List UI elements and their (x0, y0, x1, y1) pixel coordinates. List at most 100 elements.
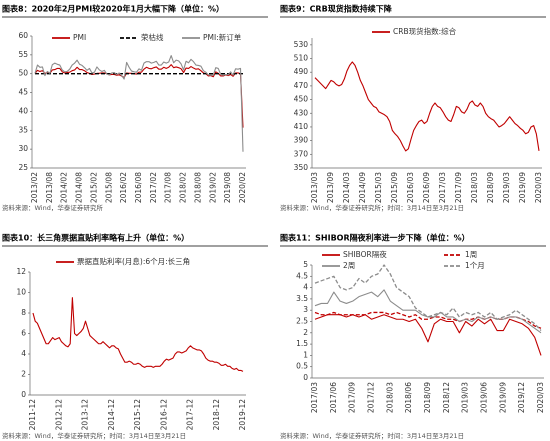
x-tick-label: 2018/02 (179, 172, 188, 203)
y-tick-label: 25 (18, 163, 28, 172)
y-tick-label: 4 (303, 283, 308, 292)
legend-label: 荣枯线 (141, 32, 164, 42)
x-tick-label: 2019/09 (498, 382, 507, 413)
legend-label: 1周 (465, 250, 477, 259)
y-tick-label: 8 (21, 308, 26, 317)
legend-label: 票据直贴利率(月息):6个月:长三角 (77, 256, 190, 266)
x-tick-label: 2019/02 (208, 172, 217, 203)
y-tick-label: 2.5 (296, 317, 308, 326)
x-tick-label: 2015/08 (104, 172, 113, 203)
x-tick-label: 2017/12 (367, 382, 376, 413)
x-tick-label: 2018/09 (486, 172, 495, 203)
x-tick-label: 2012-12 (54, 399, 63, 431)
chart-title: 图表9：CRB现货指数持续下降 (280, 4, 393, 14)
series-line (34, 55, 244, 152)
y-tick-label: 2 (21, 370, 26, 379)
x-tick-label: 2013/02 (30, 172, 39, 203)
y-tick-label: 5 (303, 260, 308, 269)
x-tick-label: 2019/03 (502, 172, 511, 203)
x-tick-label: 2018/12 (442, 382, 451, 413)
source-note: 资料来源：Wind，华泰证券研究所；时间：3月14日至3月21日 (280, 431, 464, 440)
y-tick-label: 3.5 (296, 294, 308, 303)
y-tick-label: 3 (303, 305, 308, 314)
y-tick-label: 6 (21, 329, 26, 338)
x-tick-label: 2017-12 (186, 399, 195, 431)
y-tick-label: 510 (294, 54, 309, 63)
y-tick-label: 2 (303, 328, 308, 337)
chart-title: 图表10：长三角票据直贴利率略有上升（单位：%） (2, 233, 189, 243)
y-tick-label: 1 (303, 350, 308, 359)
y-tick-label: 0.5 (296, 362, 308, 371)
x-tick-label: 2013-12 (81, 399, 90, 431)
y-tick-label: 45 (18, 88, 28, 97)
x-tick-label: 2014-12 (107, 399, 116, 431)
series-line (34, 64, 244, 128)
x-tick-label: 2018-12 (212, 399, 221, 431)
x-tick-label: 2013/09 (326, 172, 335, 203)
x-tick-label: 2020/03 (536, 382, 545, 413)
y-tick-label: 390 (294, 136, 309, 145)
y-tick-label: 35 (18, 125, 28, 134)
legend-label: SHIBOR隔夜 (343, 249, 387, 259)
legend-label: CRB现货指数:综合 (393, 26, 457, 36)
legend-label: 2周 (343, 261, 355, 270)
y-tick-label: 12 (16, 267, 26, 276)
x-tick-label: 2017/03 (438, 172, 447, 203)
x-tick-label: 2020/03 (534, 172, 543, 203)
x-tick-label: 2019/06 (480, 382, 489, 413)
chart-title: 图表8：2020年2月PMI较2020年1月大幅下降（单位：%） (2, 4, 224, 14)
y-tick-label: 0 (303, 373, 308, 382)
y-tick-label: 60 (18, 31, 28, 40)
x-tick-label: 2018/08 (193, 172, 202, 203)
x-tick-label: 2019/08 (223, 172, 232, 203)
x-tick-label: 2014/02 (60, 172, 69, 203)
x-tick-label: 2015/02 (89, 172, 98, 203)
series-line (32, 297, 244, 372)
y-tick-label: 410 (294, 122, 309, 131)
x-tick-label: 2016/03 (406, 172, 415, 203)
series-line (314, 314, 542, 356)
x-tick-label: 2013/08 (45, 172, 54, 203)
source-note: 资料来源：Wind，华泰证券研究所；时间：3月14日至3月21日 (280, 203, 464, 212)
x-tick-label: 2016/08 (134, 172, 143, 203)
y-tick-label: 350 (294, 163, 309, 172)
legend-label: PMI:新订单 (203, 32, 242, 42)
y-tick-label: 50 (18, 69, 28, 78)
x-tick-label: 2017/03 (310, 382, 319, 413)
chart-title: 图表11：SHIBOR隔夜利率进一步下降（单位：%） (280, 233, 470, 243)
x-tick-label: 2016/09 (422, 172, 431, 203)
x-tick-label: 2019/09 (518, 172, 527, 203)
x-tick-label: 2018/03 (385, 382, 394, 413)
x-tick-label: 2016-12 (159, 399, 168, 431)
source-note: 资料来源：Wind，华泰证券研究所 (2, 203, 103, 212)
x-tick-label: 2017/02 (149, 172, 158, 203)
y-tick-label: 1.5 (296, 339, 308, 348)
series-line (314, 311, 542, 329)
x-tick-label: 2019/03 (461, 382, 470, 413)
x-tick-label: 2015/03 (374, 172, 383, 203)
source-note: 资料来源：Wind，华泰证券研究所；时间：3月14日至3月21日 (2, 431, 186, 440)
x-tick-label: 2017/08 (164, 172, 173, 203)
y-tick-label: 530 (294, 40, 309, 49)
x-tick-label: 2015/09 (390, 172, 399, 203)
series-line (314, 264, 542, 331)
x-tick-label: 2019/12 (517, 382, 526, 413)
y-tick-label: 370 (294, 149, 309, 158)
y-tick-label: 10 (16, 288, 26, 297)
series-line (314, 61, 540, 152)
legend-label: 1个月 (465, 261, 485, 270)
y-tick-label: 0 (21, 390, 26, 399)
y-tick-label: 4 (21, 349, 26, 358)
x-tick-label: 2014/03 (342, 172, 351, 203)
y-tick-label: 470 (294, 81, 309, 90)
x-tick-label: 2020/02 (238, 172, 247, 203)
y-tick-label: 450 (294, 95, 309, 104)
x-tick-label: 2017/06 (329, 382, 338, 413)
x-tick-label: 2019-12 (238, 399, 247, 431)
x-tick-label: 2014/08 (75, 172, 84, 203)
x-tick-label: 2017/09 (454, 172, 463, 203)
x-tick-label: 2013/03 (310, 172, 319, 203)
y-tick-label: 430 (294, 108, 309, 117)
y-tick-label: 30 (18, 144, 28, 153)
